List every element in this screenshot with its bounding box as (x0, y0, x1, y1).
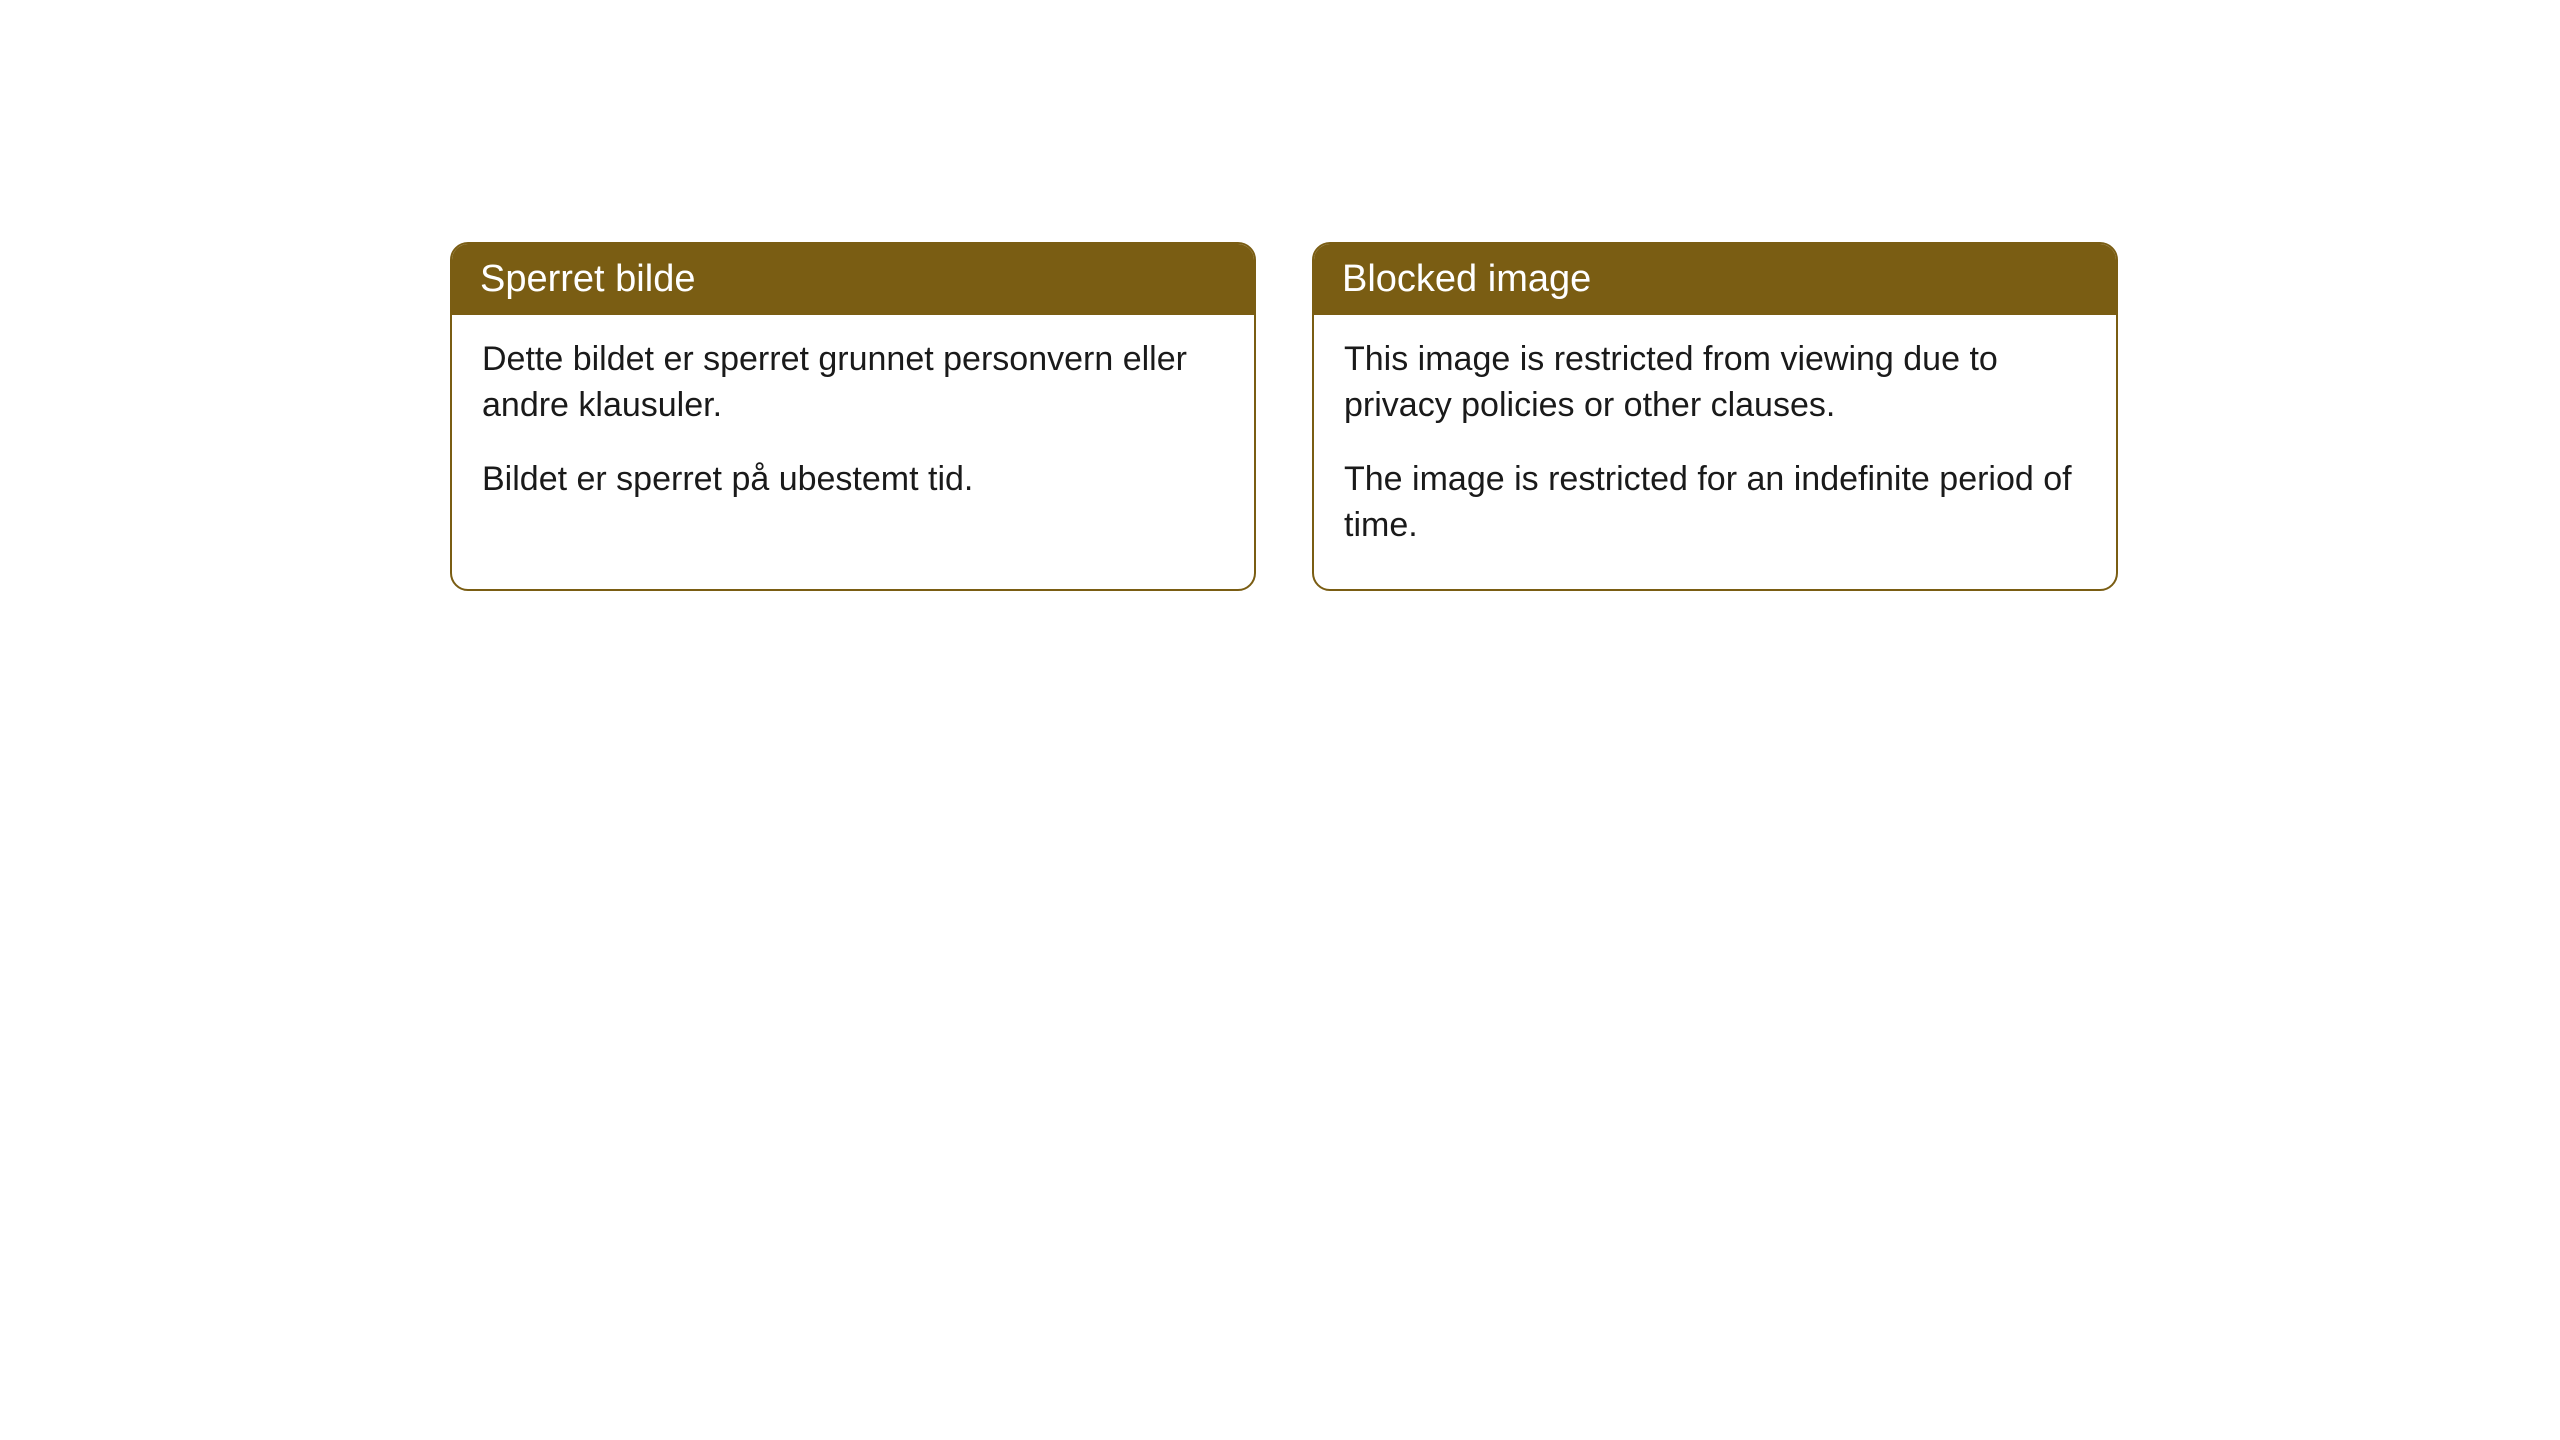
card-paragraph-1: Dette bildet er sperret grunnet personve… (482, 337, 1224, 429)
card-body-english: This image is restricted from viewing du… (1314, 315, 2116, 589)
blocked-image-card-english: Blocked image This image is restricted f… (1312, 242, 2118, 591)
blocked-image-card-norwegian: Sperret bilde Dette bildet er sperret gr… (450, 242, 1256, 591)
card-header-english: Blocked image (1314, 244, 2116, 315)
card-body-norwegian: Dette bildet er sperret grunnet personve… (452, 315, 1254, 543)
card-header-norwegian: Sperret bilde (452, 244, 1254, 315)
card-title: Blocked image (1342, 258, 1591, 300)
card-paragraph-2: Bildet er sperret på ubestemt tid. (482, 457, 1224, 503)
card-paragraph-1: This image is restricted from viewing du… (1344, 337, 2086, 429)
card-title: Sperret bilde (480, 258, 695, 300)
card-paragraph-2: The image is restricted for an indefinit… (1344, 457, 2086, 549)
notice-cards-container: Sperret bilde Dette bildet er sperret gr… (450, 242, 2118, 591)
